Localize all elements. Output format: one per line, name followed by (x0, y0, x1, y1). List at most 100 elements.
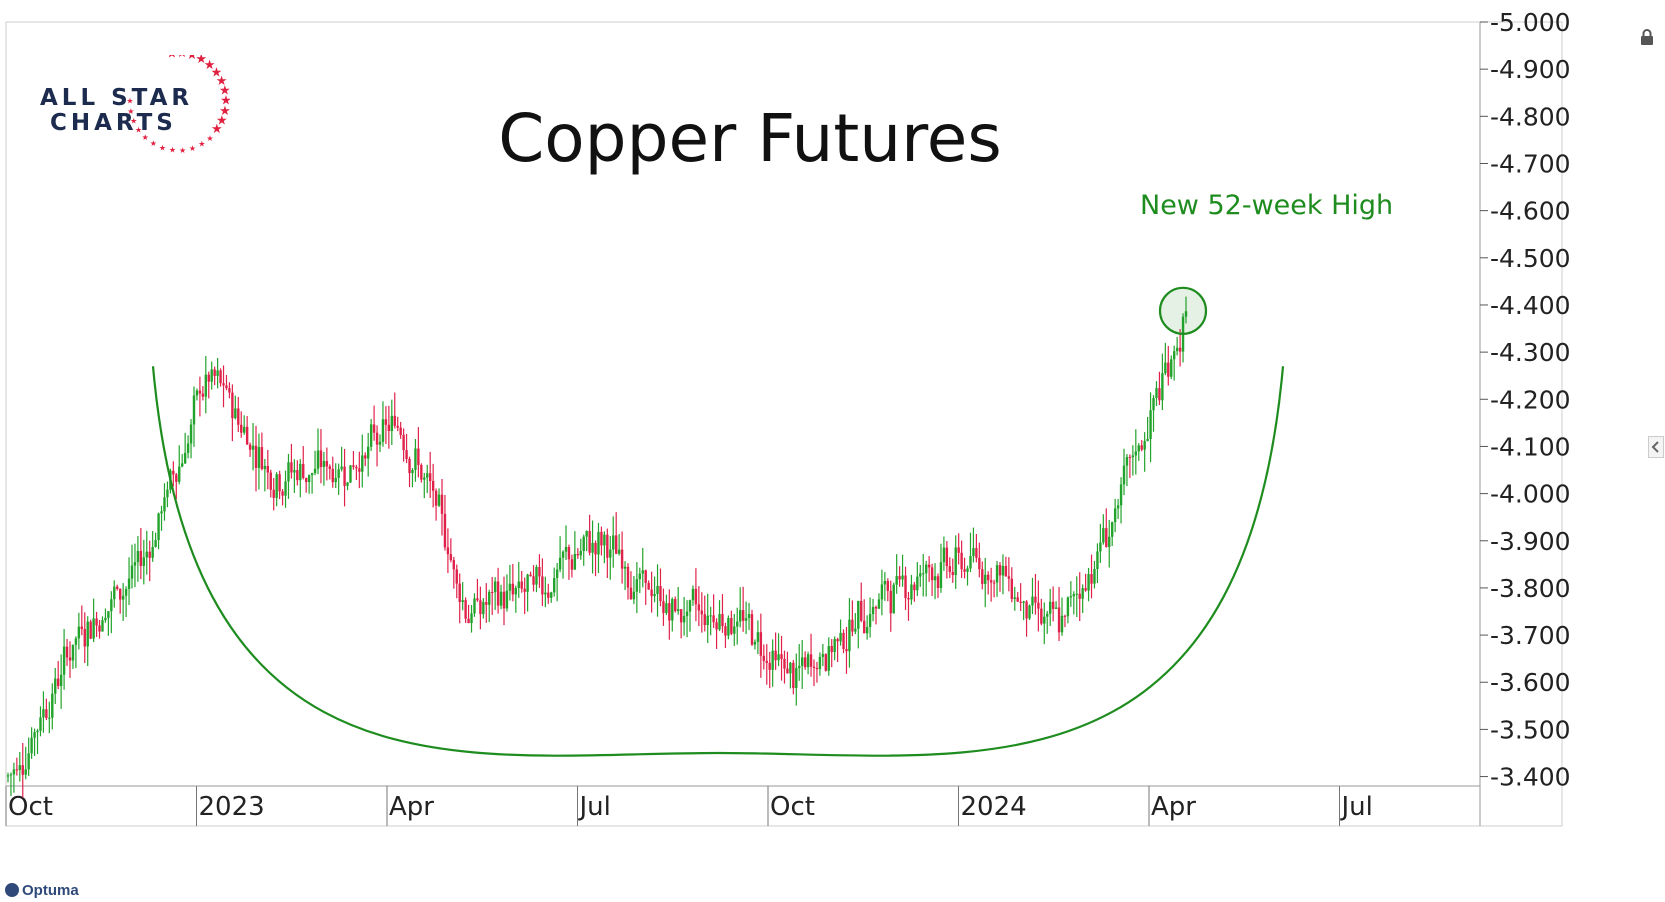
candle-body (488, 592, 491, 605)
candle-body (747, 614, 751, 619)
candle-body (674, 599, 677, 612)
new-high-circle (1158, 286, 1208, 335)
candle-body (1025, 601, 1028, 619)
candle-body (1063, 615, 1067, 617)
star-icon: ★ (150, 139, 157, 148)
candle-body (98, 625, 101, 632)
candle-body (27, 753, 30, 770)
star-icon: ★ (127, 107, 134, 116)
candle-body (780, 654, 783, 659)
candle-body (1137, 445, 1140, 452)
star-icon: ★ (216, 73, 228, 88)
candle-body (74, 638, 78, 645)
candle-body (733, 626, 736, 634)
candle-body (1131, 455, 1135, 458)
candle-body (585, 531, 588, 537)
candle-body (33, 732, 36, 738)
candle-body (753, 641, 757, 645)
candle-body (1119, 484, 1123, 506)
candle-body (145, 551, 148, 558)
candle-body (189, 424, 193, 444)
candle-body (405, 450, 408, 459)
candle-body (936, 576, 940, 588)
candle-body (1096, 551, 1099, 569)
y-tick-label: -3.600 (1490, 668, 1571, 697)
candle-body (851, 619, 854, 632)
candle-body (113, 586, 116, 600)
candle-body (124, 589, 128, 596)
star-icon: ★ (126, 97, 133, 106)
candle-body (919, 573, 922, 577)
x-tick-label: Apr (389, 792, 434, 822)
candles (6, 296, 1188, 798)
candle-body (862, 620, 866, 634)
candle-body (1084, 588, 1087, 591)
candle-body (417, 448, 420, 465)
star-icon: ★ (211, 64, 223, 79)
candle-body (437, 494, 441, 506)
y-tick-label: -4.700 (1490, 149, 1571, 178)
chart-title: Copper Futures (498, 100, 1002, 177)
candle-body (700, 610, 704, 615)
candle-body (688, 600, 692, 612)
y-tick-label: -4.900 (1490, 55, 1571, 84)
candle-body (647, 582, 650, 590)
candle-body (110, 599, 113, 612)
candle-body (163, 497, 166, 512)
candle-body (1081, 588, 1084, 599)
candle-body (278, 474, 281, 492)
star-icon: ★ (206, 134, 213, 143)
candle-body (127, 578, 131, 590)
candle-body (1175, 347, 1179, 352)
candle-body (623, 566, 627, 569)
candle-body (470, 613, 473, 624)
candle-body (299, 463, 302, 481)
candle-body (343, 466, 346, 486)
x-tick-label: Apr (1151, 792, 1196, 822)
candle-body (854, 628, 857, 632)
candle-body (614, 535, 618, 554)
candle-body (650, 589, 653, 597)
star-icon: ★ (130, 116, 137, 125)
candle-body (1178, 347, 1182, 352)
candle-body (783, 658, 786, 669)
candle-body (960, 552, 963, 570)
chevron-left-icon[interactable] (1648, 436, 1664, 458)
candle-body (597, 531, 600, 555)
candle-body (877, 599, 881, 609)
candle-body (570, 559, 574, 570)
candle-body (795, 668, 798, 688)
candle-body (555, 569, 559, 578)
candle-body (552, 577, 556, 593)
y-tick-label: -4.200 (1490, 385, 1571, 414)
candle-body (355, 466, 358, 469)
candle-body (709, 615, 712, 617)
star-icon: ★ (179, 146, 186, 155)
candle-body (682, 616, 686, 623)
candle-body (133, 562, 137, 566)
lock-icon[interactable] (1638, 28, 1656, 46)
candle-body (56, 678, 60, 687)
candle-body (930, 567, 934, 581)
candle-body (1128, 456, 1132, 458)
candle-body (606, 534, 609, 558)
candle-body (1016, 597, 1019, 602)
candle-body (257, 447, 261, 468)
candle-body (36, 730, 39, 733)
candle-body (750, 614, 754, 645)
candle-body (328, 466, 332, 469)
candle-body (992, 582, 996, 584)
y-tick-label: -4.300 (1490, 338, 1571, 367)
y-tick-label: -5.000 (1490, 8, 1571, 37)
candle-body (995, 565, 999, 583)
candle-body (21, 765, 24, 775)
candle-body (945, 547, 949, 567)
candle-body (240, 424, 243, 433)
candle-body (886, 580, 890, 591)
candle-body (561, 551, 565, 558)
candle-body (1066, 597, 1070, 617)
candle-body (910, 584, 913, 600)
candle-body (219, 370, 222, 384)
candle-body (529, 574, 532, 577)
